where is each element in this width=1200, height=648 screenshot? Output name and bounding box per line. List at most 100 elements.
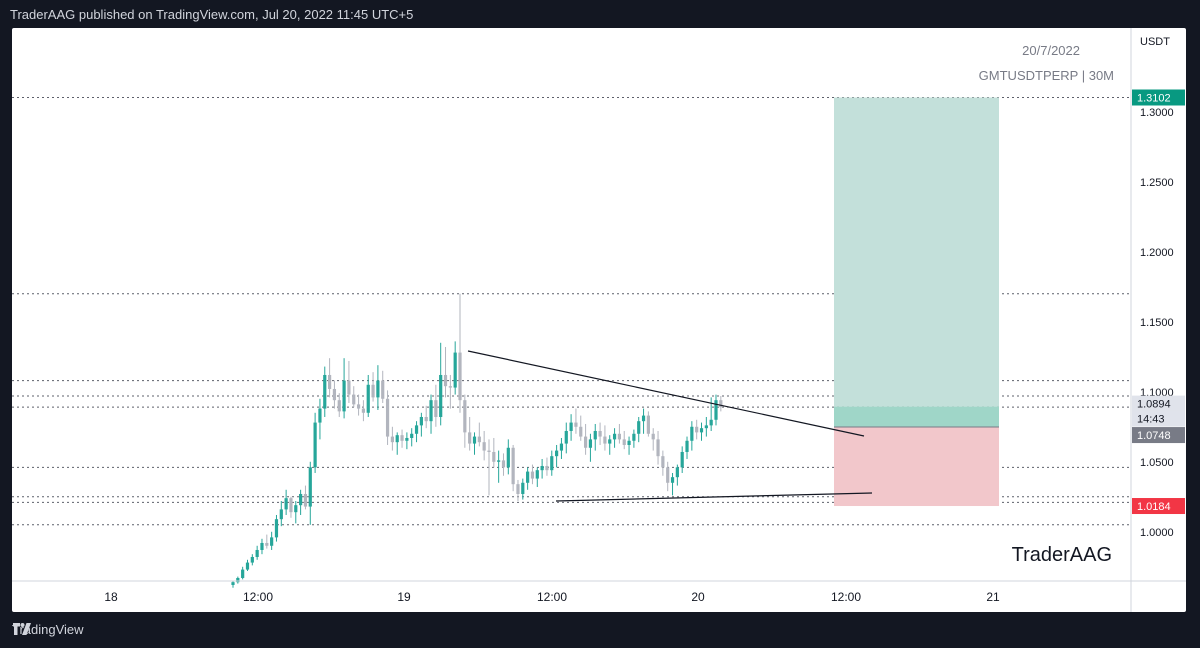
candle-body [299, 493, 303, 506]
x-tick-label: 12:00 [243, 590, 273, 604]
candle-body [564, 430, 568, 444]
candle-body [274, 519, 279, 538]
candle-body [434, 400, 438, 417]
candle-body [318, 408, 322, 423]
x-tick-label: 19 [397, 590, 411, 604]
x-tick-label: 18 [104, 590, 118, 604]
y-tick-label: 1.3000 [1140, 107, 1174, 119]
candle-body [627, 440, 631, 445]
price-badge-stop: 1.0184 [1137, 501, 1171, 513]
candle-body [284, 498, 288, 510]
candle-body [477, 436, 481, 443]
candle-body [279, 509, 283, 520]
x-tick-label: 20 [691, 590, 705, 604]
candle-body [231, 582, 235, 585]
candle-body [352, 394, 356, 405]
candle-body [670, 477, 675, 483]
candle-body [526, 471, 530, 483]
y-tick-label: 1.2500 [1140, 177, 1174, 189]
candle-body [555, 450, 559, 457]
candle-body [260, 542, 264, 550]
candle-body [690, 426, 694, 441]
candle-body [579, 426, 583, 437]
current-profit-zone [834, 406, 999, 428]
candle-body [424, 416, 428, 422]
candle-body [661, 456, 665, 468]
candle-body [501, 460, 506, 468]
candle-body [371, 384, 375, 398]
candle-body [390, 436, 394, 443]
candle-body [637, 421, 641, 434]
candle-body [289, 498, 293, 513]
chart-symbol-label: GMTUSDTPERP | 30M [979, 68, 1114, 83]
x-tick-label: 12:00 [537, 590, 567, 604]
candle-body [709, 419, 713, 426]
candle-body [356, 404, 361, 409]
candle-body [583, 436, 588, 448]
candle-body [366, 384, 370, 413]
price-badge-bg [1132, 427, 1185, 444]
candle-body [588, 439, 593, 448]
candle-body [632, 433, 636, 441]
candle-body [323, 374, 327, 409]
candle-body [521, 482, 525, 494]
candle-body [236, 577, 240, 583]
candle-body [593, 430, 597, 440]
candle-body [651, 433, 655, 440]
candle-body [559, 443, 564, 451]
x-tick-label: 21 [986, 590, 1000, 604]
candle-body [303, 493, 308, 507]
candle-body [569, 422, 573, 431]
candlestick-chart[interactable]: USDT1.30001.25001.20001.15001.10001.0500… [12, 28, 1186, 612]
currency-label: USDT [1140, 36, 1170, 48]
price-badge-target: 1.3102 [1137, 93, 1171, 105]
chart-area[interactable]: USDT 1.3000 1.2500 1.2000 1.1500 1.1000 1.0500… [12, 28, 1186, 612]
candle-body [245, 562, 250, 570]
candle-body [603, 436, 607, 444]
candle-body [255, 549, 259, 557]
candle-body [680, 451, 684, 468]
candle-body [550, 456, 554, 471]
candle-body [646, 415, 650, 434]
publication-header: TraderAAG published on TradingView.com, … [10, 7, 414, 22]
candle-body [337, 400, 341, 412]
candle-body [419, 416, 423, 426]
author-watermark: TraderAAG [1012, 544, 1112, 566]
candle-body [400, 435, 404, 441]
candle-body [699, 428, 704, 433]
candle-body [313, 422, 317, 468]
price-badge-bg [1132, 89, 1185, 106]
candle-body [666, 467, 670, 483]
candle-body [675, 467, 679, 478]
stop-loss-zone [834, 427, 999, 507]
candle-body [376, 380, 380, 398]
candle-body [385, 398, 390, 437]
price-badge-bg [1132, 498, 1185, 515]
candle-body [535, 470, 539, 479]
candle-body [641, 415, 646, 422]
price-badge-bg [1132, 410, 1185, 427]
candle-body [405, 437, 409, 441]
candle-body [492, 451, 496, 462]
price-badge-entry: 1.0748 [1137, 430, 1171, 442]
candle-body [530, 471, 535, 479]
candle-body [332, 388, 337, 401]
candle-body [414, 425, 419, 434]
candle-body [540, 465, 544, 471]
candle-body [656, 439, 660, 457]
candle-body [410, 433, 414, 438]
candle-body [453, 352, 457, 388]
candle-body [342, 380, 346, 412]
candle-body [308, 467, 312, 507]
candle-body [347, 380, 351, 395]
candle-body [695, 426, 699, 433]
candle-body [511, 447, 515, 485]
candle-body [458, 352, 462, 401]
candle-body [448, 386, 452, 388]
x-tick-label: 12:00 [831, 590, 861, 604]
y-tick-label: 1.0000 [1140, 527, 1174, 539]
candle-body [265, 542, 269, 546]
candle-body [241, 569, 245, 578]
candle-body [719, 400, 723, 408]
candle-body [685, 440, 689, 452]
